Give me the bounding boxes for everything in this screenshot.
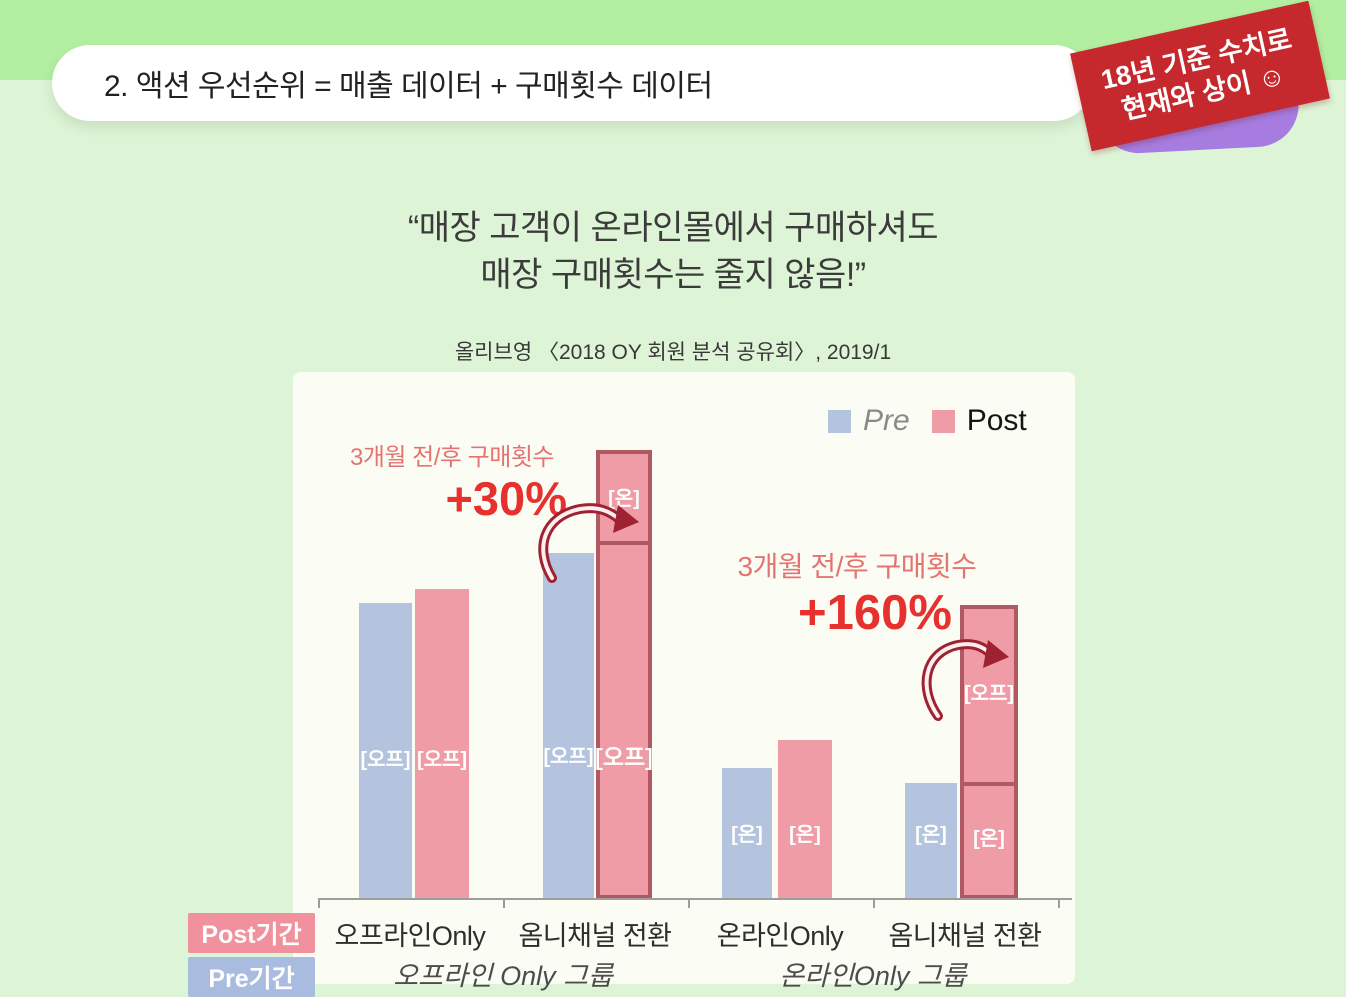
bar-segment-label: [온] bbox=[973, 828, 1005, 850]
x-axis-tick bbox=[873, 900, 875, 908]
bar-segment-label: [온] bbox=[731, 824, 763, 846]
bar-segment-label: [온] bbox=[915, 824, 947, 846]
x-axis-line bbox=[318, 898, 1072, 900]
post-period-badge: Post기간 bbox=[188, 913, 315, 953]
source-citation: 올리브영 〈2018 OY 회원 분석 공유회〉, 2019/1 bbox=[454, 341, 892, 364]
title-bar: 2. 액션 우선순위 = 매출 데이터 + 구매횟수 데이터 bbox=[52, 45, 1092, 121]
bar-segment-label: [온] bbox=[608, 488, 640, 510]
x-axis-category-label: 오프라인Only bbox=[334, 921, 486, 951]
legend-pre-label: Pre bbox=[863, 404, 910, 437]
annotation-160pct: 3개월 전/후 구매횟수 +160% bbox=[716, 545, 998, 641]
x-axis-category-label: 옴니채널 전환 bbox=[518, 921, 672, 951]
bar-post-오프라인Only: [오프] bbox=[415, 589, 469, 899]
annotation-30pct-value: +30% bbox=[445, 472, 567, 525]
stack-divider bbox=[964, 782, 1014, 786]
bar-segment-label: [온] bbox=[789, 824, 821, 846]
annotation-160pct-label: 3개월 전/후 구매횟수 bbox=[737, 551, 978, 582]
x-axis-tick bbox=[1058, 900, 1060, 908]
bar-post-옴니채널 전환: [오프] [온] bbox=[960, 605, 1018, 899]
bar-pre-옴니채널 전환: [온] bbox=[905, 783, 957, 899]
legend-post-swatch bbox=[931, 409, 955, 433]
bar-pre-오프라인Only: [오프] bbox=[359, 603, 412, 899]
x-axis-tick bbox=[503, 900, 505, 908]
bar-segment-label: [오프] bbox=[360, 749, 411, 771]
pre-period-badge: Pre기간 bbox=[188, 957, 315, 997]
group-label: 오프라인 Only 그룹 bbox=[393, 961, 613, 991]
legend-post-label: Post bbox=[966, 404, 1027, 437]
quote-line1: “매장 고객이 온라인몰에서 구매하셔도 bbox=[407, 209, 939, 247]
bar-pre-옴니채널 전환: [오프] bbox=[543, 553, 594, 899]
annotation-30pct-label: 3개월 전/후 구매횟수 bbox=[350, 444, 555, 471]
page-title: 2. 액션 우선순위 = 매출 데이터 + 구매횟수 데이터 bbox=[104, 70, 713, 103]
stack-divider bbox=[600, 541, 648, 545]
chart-legend: Pre Post bbox=[828, 404, 1027, 438]
quote-line2: 매장 구매횟수는 줄지 않음!” bbox=[480, 256, 866, 294]
bar-segment-label: [오프] bbox=[416, 749, 468, 771]
bar-post-옴니채널 전환: [온] [오프] bbox=[595, 450, 653, 899]
quote-text: “매장 고객이 온라인몰에서 구매하셔도 매장 구매횟수는 줄지 않음!” bbox=[0, 205, 1346, 299]
legend-pre-swatch bbox=[828, 409, 851, 433]
bar-post-온라인Only: [온] bbox=[778, 740, 832, 899]
annotation-30pct: 3개월 전/후 구매횟수 +30% bbox=[333, 437, 571, 526]
bar-segment-label: [오프] bbox=[963, 683, 1015, 705]
group-label: 온라인Only 그룹 bbox=[779, 961, 967, 991]
x-axis-category-label: 온라인Only bbox=[716, 921, 844, 951]
bar-pre-온라인Only: [온] bbox=[722, 768, 772, 899]
annotation-160pct-value: +160% bbox=[798, 586, 952, 640]
bar-segment-label: [오프] bbox=[543, 746, 594, 768]
x-axis-tick bbox=[318, 900, 320, 908]
x-axis-tick bbox=[688, 900, 690, 908]
x-axis-category-label: 옴니채널 전환 bbox=[888, 921, 1042, 951]
bar-segment-label: [오프] bbox=[595, 744, 653, 770]
